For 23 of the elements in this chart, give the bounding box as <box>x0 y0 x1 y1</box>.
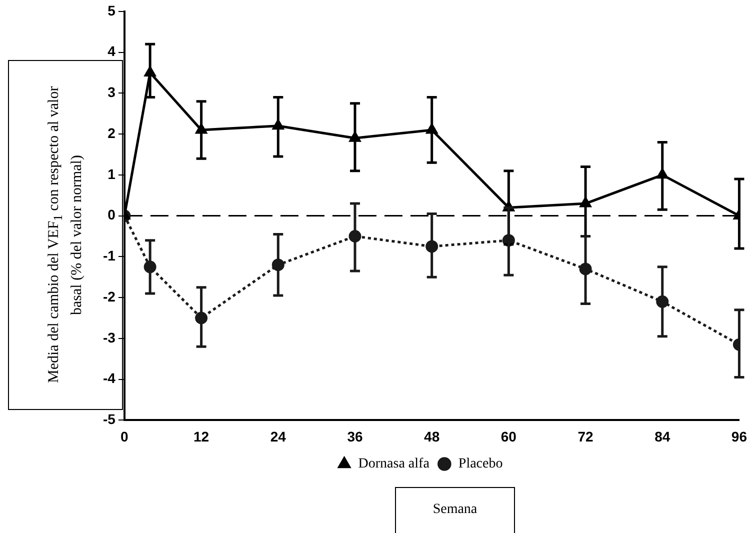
y-tick-label: -4 <box>102 370 116 386</box>
x-tick-label: 84 <box>654 428 670 444</box>
x-tick-label: 12 <box>194 428 210 444</box>
y-tick-label: -1 <box>102 248 116 264</box>
x-tick-label: 60 <box>500 428 517 444</box>
x-tick-label: 72 <box>578 428 594 444</box>
y-tick-label: -3 <box>102 329 116 346</box>
x-tick-label: 36 <box>347 428 363 444</box>
x-tick-label: 0 <box>120 428 129 444</box>
legend-label: Dornasa alfa <box>358 456 430 472</box>
y-tick-label: 2 <box>108 124 116 141</box>
y-tick-label: 3 <box>108 84 116 100</box>
x-tick-label: 48 <box>424 428 440 444</box>
y-tick-label: 5 <box>108 2 116 18</box>
y-tick-label: 0 <box>108 206 116 223</box>
legend-label: Placebo <box>458 456 503 472</box>
y-tick-label: 4 <box>108 43 116 60</box>
x-tick-label: 96 <box>731 428 748 444</box>
y-tick-label: -2 <box>102 288 116 304</box>
x-axis-title: Semana <box>395 487 515 533</box>
y-tick-label: 1 <box>108 166 116 182</box>
x-tick-label: 24 <box>270 428 286 444</box>
y-tick-label: -5 <box>102 411 116 428</box>
